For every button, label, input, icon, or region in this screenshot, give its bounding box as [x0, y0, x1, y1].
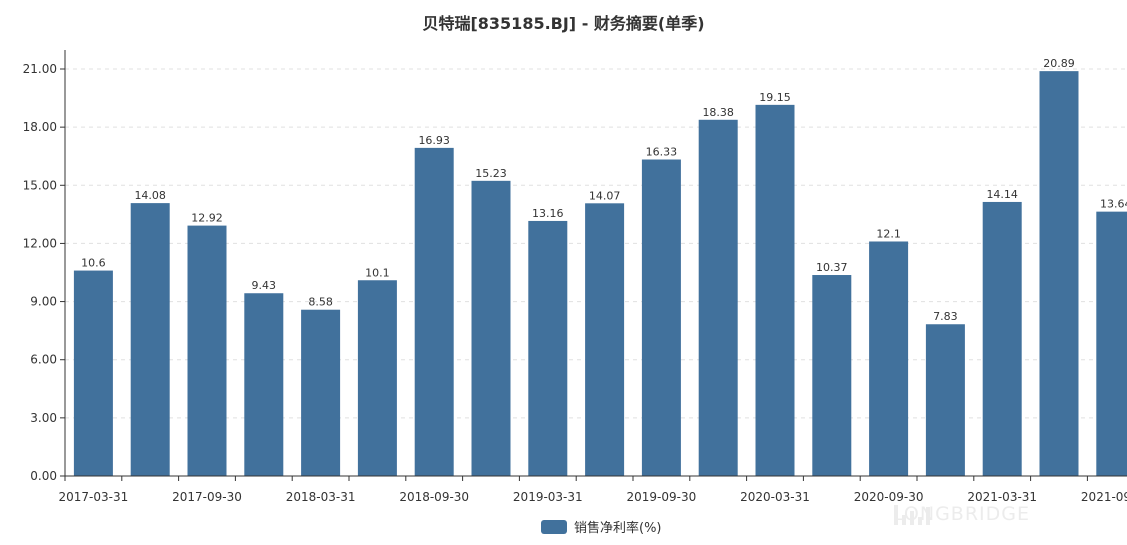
bar — [812, 275, 852, 476]
x-tick-label: 2019-03-31 — [513, 490, 583, 504]
y-tick-label: 6.00 — [30, 353, 57, 367]
y-tick-label: 0.00 — [30, 469, 57, 483]
data-label: 12.92 — [191, 212, 223, 225]
x-tick-label: 2018-09-30 — [399, 490, 469, 504]
bar — [528, 220, 568, 476]
y-tick-label: 3.00 — [30, 411, 57, 425]
bar — [585, 203, 625, 476]
x-tick-label: 2017-09-30 — [172, 490, 242, 504]
bar — [73, 270, 113, 476]
bar — [414, 147, 454, 476]
data-label: 14.08 — [134, 189, 166, 202]
data-label: 19.15 — [759, 91, 791, 104]
bar — [925, 324, 965, 476]
data-label: 13.64 — [1100, 198, 1127, 211]
x-tick-label: 2018-03-31 — [286, 490, 356, 504]
x-tick-label: 2021-09-30 — [1081, 490, 1127, 504]
data-label: 7.83 — [933, 310, 958, 323]
longbridge-logo-icon — [894, 505, 930, 525]
data-label: 15.23 — [475, 167, 507, 180]
data-label: 8.58 — [308, 296, 333, 309]
bar — [1096, 211, 1127, 477]
bar — [357, 280, 397, 476]
x-tick-label: 2019-09-30 — [627, 490, 697, 504]
chart-title: 贝特瑞[835185.BJ] - 财务摘要(单季) — [422, 14, 705, 33]
data-label: 20.89 — [1043, 57, 1075, 70]
y-tick-label: 21.00 — [23, 62, 57, 76]
bar — [244, 293, 284, 476]
x-tick-label: 2017-03-31 — [59, 490, 129, 504]
data-label: 16.33 — [646, 146, 678, 159]
x-tick-label: 2021-03-31 — [967, 490, 1037, 504]
bar — [471, 180, 511, 476]
data-label: 16.93 — [418, 134, 450, 147]
bar — [187, 225, 227, 476]
data-label: 10.37 — [816, 261, 848, 274]
bar — [301, 309, 341, 476]
data-label: 10.6 — [81, 257, 106, 270]
data-label: 13.16 — [532, 207, 564, 220]
bar — [982, 201, 1022, 476]
bar — [698, 119, 738, 477]
data-label: 14.07 — [589, 189, 621, 202]
watermark: LONGBRIDGE — [893, 503, 1030, 525]
data-label: 10.1 — [365, 266, 390, 279]
bar — [869, 241, 909, 476]
data-label: 14.14 — [986, 188, 1018, 201]
bar — [641, 159, 681, 477]
legend-swatch — [541, 519, 567, 534]
y-tick-label: 18.00 — [23, 120, 57, 134]
data-label: 12.1 — [876, 227, 901, 240]
x-tick-label: 2020-03-31 — [740, 490, 810, 504]
x-tick-label: 2020-09-30 — [854, 490, 924, 504]
bar — [130, 203, 170, 476]
y-tick-label: 9.00 — [30, 295, 57, 309]
y-tick-label: 12.00 — [23, 236, 57, 250]
data-label: 18.38 — [702, 106, 734, 119]
bar — [1039, 71, 1079, 477]
data-label: 9.43 — [252, 279, 277, 292]
legend[interactable]: 销售净利率(%) — [541, 517, 662, 536]
y-tick-label: 15.00 — [23, 178, 57, 192]
bar — [755, 104, 795, 476]
legend-label: 销售净利率(%) — [574, 521, 662, 536]
